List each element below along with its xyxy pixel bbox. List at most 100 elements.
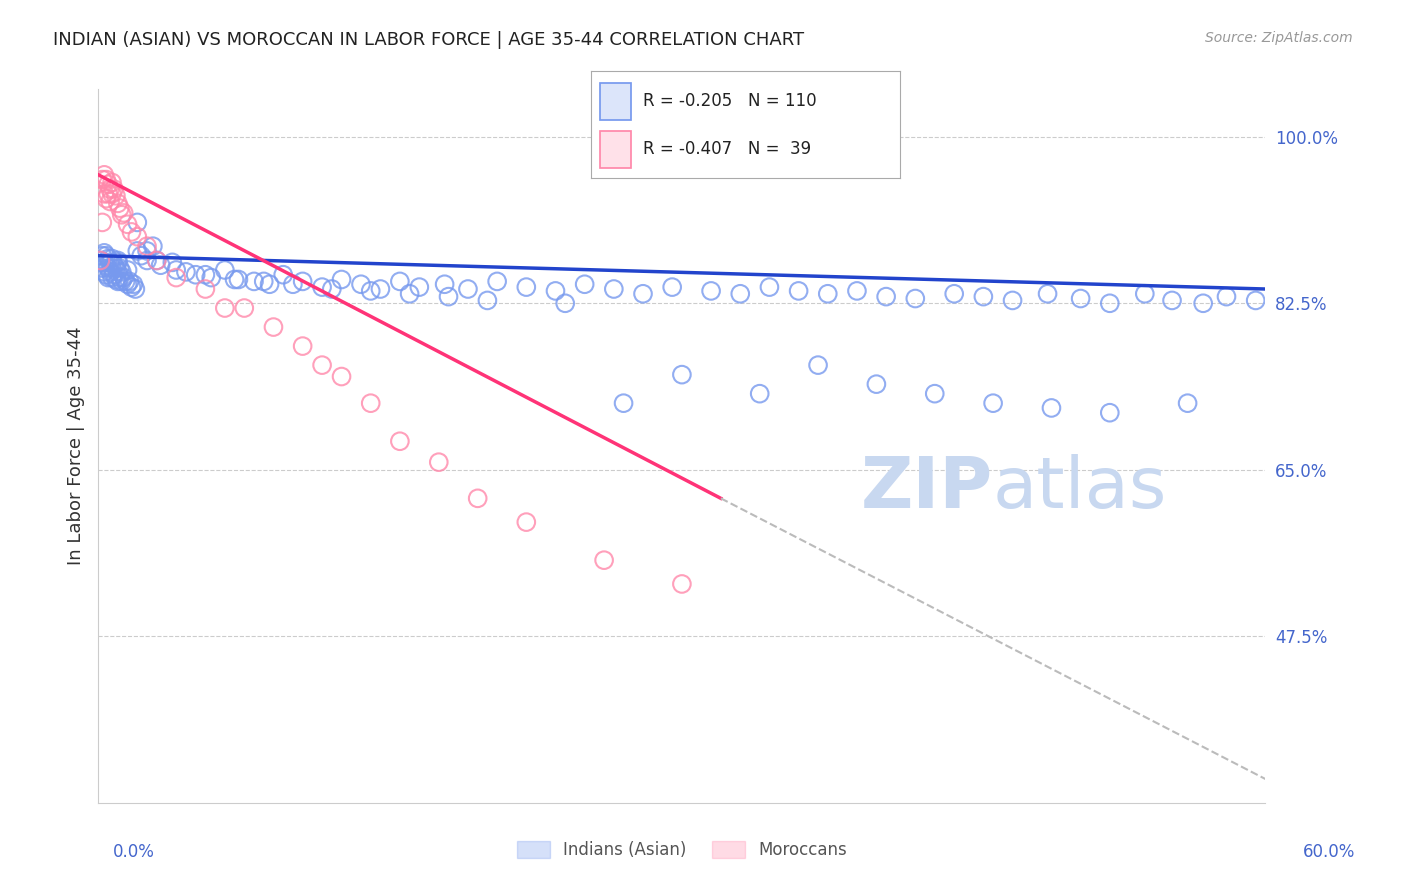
Point [117, 277, 139, 292]
Point [104, 272, 127, 286]
Point [388, 274, 411, 288]
Point [108, 261, 131, 276]
Point [93, 168, 115, 182]
Point [486, 274, 509, 288]
Point [321, 282, 343, 296]
Point [291, 339, 314, 353]
Point [943, 286, 966, 301]
Point [865, 377, 887, 392]
Point [457, 282, 479, 296]
Point [93, 265, 115, 279]
Point [111, 274, 134, 288]
Point [427, 455, 450, 469]
Point [97, 261, 120, 276]
Point [817, 286, 839, 301]
Point [107, 255, 129, 269]
Point [360, 284, 382, 298]
Point [111, 265, 134, 279]
Point [370, 282, 392, 296]
Point [574, 277, 596, 292]
Point [214, 263, 236, 277]
Text: R = -0.407   N =  39: R = -0.407 N = 39 [643, 141, 811, 159]
Point [311, 280, 333, 294]
Point [437, 290, 460, 304]
Point [671, 577, 693, 591]
Point [165, 270, 187, 285]
Point [700, 284, 723, 298]
Point [200, 270, 222, 285]
Point [127, 244, 149, 258]
Point [1177, 396, 1199, 410]
Point [214, 301, 236, 315]
Point [253, 274, 276, 288]
Point [89, 253, 111, 268]
Point [603, 282, 626, 296]
Point [271, 268, 294, 282]
Point [661, 280, 683, 294]
Point [467, 491, 489, 506]
Point [671, 368, 693, 382]
Point [107, 274, 129, 288]
Point [388, 434, 411, 449]
Point [330, 272, 353, 286]
Point [259, 277, 281, 292]
Text: ZIP: ZIP [860, 454, 993, 524]
FancyBboxPatch shape [600, 83, 631, 120]
Point [146, 253, 169, 268]
Point [1244, 293, 1267, 308]
Point [1215, 290, 1237, 304]
Point [101, 261, 124, 276]
Point [91, 249, 114, 263]
Point [554, 296, 576, 310]
Point [224, 272, 246, 286]
Point [101, 270, 124, 285]
Point [787, 284, 810, 298]
Point [904, 292, 927, 306]
Point [107, 265, 129, 279]
Point [96, 172, 118, 186]
Point [117, 263, 139, 277]
Point [398, 286, 420, 301]
Point [101, 252, 124, 266]
Point [1001, 293, 1024, 308]
Text: Source: ZipAtlas.com: Source: ZipAtlas.com [1205, 31, 1353, 45]
Point [127, 229, 149, 244]
Point [118, 274, 141, 288]
Point [93, 255, 115, 269]
Point [981, 396, 1004, 410]
Point [748, 386, 770, 401]
Point [165, 263, 187, 277]
Point [1133, 286, 1156, 301]
Point [108, 270, 131, 285]
Point [96, 258, 118, 272]
Point [97, 252, 120, 266]
Point [112, 206, 135, 220]
Point [122, 277, 145, 292]
Point [121, 280, 143, 294]
Point [91, 261, 114, 276]
Point [136, 253, 159, 268]
Point [972, 290, 994, 304]
Point [91, 172, 114, 186]
Point [96, 192, 118, 206]
Point [875, 290, 897, 304]
Point [515, 515, 537, 529]
Text: 60.0%: 60.0% [1302, 843, 1355, 861]
Point [112, 270, 135, 285]
Point [233, 301, 256, 315]
Point [101, 186, 124, 201]
Point [129, 249, 152, 263]
Point [108, 201, 131, 215]
Point [97, 270, 120, 285]
Point [924, 386, 946, 401]
Point [117, 217, 139, 231]
Point [93, 186, 115, 201]
Point [1070, 292, 1092, 306]
Point [1040, 401, 1063, 415]
Point [515, 280, 537, 294]
Text: R = -0.205   N = 110: R = -0.205 N = 110 [643, 93, 817, 111]
Point [1161, 293, 1184, 308]
Point [89, 253, 111, 268]
Point [104, 261, 127, 276]
Point [103, 268, 125, 282]
